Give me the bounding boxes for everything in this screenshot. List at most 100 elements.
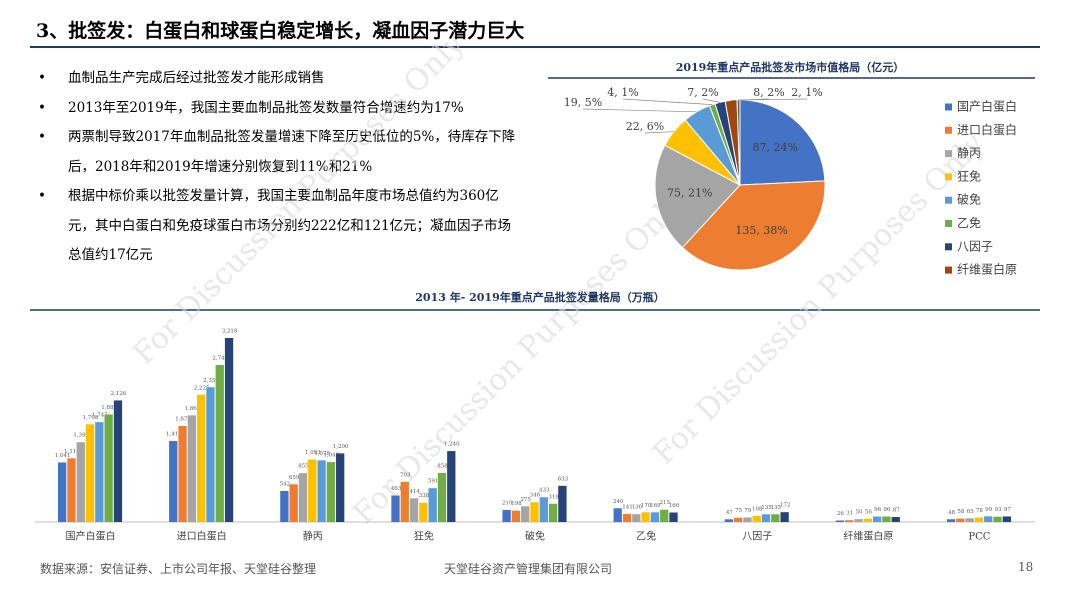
data-label: 1,114 [64,449,80,455]
data-label: 26 [837,511,844,517]
bar [863,518,872,522]
x-tick-label: 破免 [525,530,545,543]
x-tick-label: 进口白蛋白 [177,530,227,543]
leader-line [738,98,808,101]
bar [215,364,224,522]
x-tick-label: 八因子 [742,531,772,543]
data-label: 135 [761,505,772,511]
bar [780,512,789,522]
data-label: 1,048 [324,453,340,459]
bullet: 两票制导致2017年血制品批签发量增速下降至历史低位的5%，待库存下降后，201… [38,123,523,182]
leader-line [582,108,697,113]
bar [882,516,891,522]
legend-swatch [945,150,952,158]
data-label: 75 [735,508,742,514]
data-label: 633 [558,476,569,482]
pie-slice [681,180,826,271]
legend-label: 纤维蛋白原 [957,262,1017,277]
bar [984,516,993,522]
pie-slice [739,99,826,186]
data-label: 99 [985,507,992,513]
watermark: For Discussion Purposes Only [126,26,471,371]
bar [104,414,113,522]
bar [113,400,123,522]
bar [854,519,863,522]
x-tick-label: 纤维蛋白原 [843,530,893,543]
data-label: 198 [511,501,522,507]
data-label: 22, 6% [626,120,664,133]
data-label: 433 [539,488,550,494]
leader-line [644,131,674,134]
bar [326,462,336,522]
data-label: 108 [752,506,763,512]
bar [428,488,437,522]
data-label: 855 [298,464,309,470]
data-label: 96 [874,507,881,513]
data-label: 48 [948,510,955,516]
data-label: 1,093 [305,450,321,456]
bullet: 血制品生产完成后经过批签发才能形成销售 [38,64,523,94]
data-label: 210 [502,500,513,506]
legend-label: 乙免 [957,215,981,230]
legend-label: 破免 [957,192,981,207]
data-label: 3,218 [222,329,238,335]
bar [660,509,669,522]
legend-label: 静丙 [957,146,981,160]
bar [733,517,743,522]
legend-swatch [945,220,952,227]
bar [956,518,965,522]
data-label: 172 [780,503,791,509]
company: 天堂硅谷资产管理集团有限公司 [444,562,613,576]
data-label: 240 [613,499,624,505]
data-label: 338 [419,493,430,499]
data-label: 75, 21% [667,187,712,200]
data-label: 65 [967,509,974,515]
bar [771,514,780,522]
chart-title: 2013 年- 2019年重点产品批签发量格局（万瓶） [415,290,664,304]
data-label: 1,240 [444,442,460,448]
bullet: 2013年至2019年，我国主要血制品批签发数量符合增速约为17% [38,94,523,124]
data-label: 97 [1004,507,1011,513]
data-label: 463 [391,486,402,492]
data-label: 87, 24% [752,141,797,154]
x-tick-label: PCC [968,532,990,543]
bar [289,484,298,522]
data-label: 166 [669,503,680,509]
x-tick-label: 静丙 [303,530,323,543]
bar [891,517,900,522]
bar [502,509,511,522]
x-tick-label: 国产白蛋白 [66,530,116,543]
data-label: 2, 1% [791,86,822,99]
data-label: 591 [428,479,439,485]
data-label: 31 [846,511,853,517]
bar [317,460,326,522]
page-number: 18 [1018,560,1034,574]
data-label: 1,881 [101,405,117,411]
data-label: 79 [744,508,751,514]
data-label: 135, 38% [735,224,787,237]
legend-swatch [945,103,952,111]
data-label: 1,865 [184,406,200,412]
legend-swatch [945,196,952,204]
x-tick-label: 狂免 [414,530,434,543]
bar [298,473,308,522]
data-label: 170 [641,503,652,509]
data-label: 1,708 [83,415,99,421]
legend-label: 狂免 [957,168,981,183]
bar [761,514,771,522]
bar [391,495,400,522]
bar [613,508,622,522]
bar [669,512,678,522]
bar [58,462,67,522]
bar [752,515,761,522]
x-tick-label: 乙免 [636,530,656,543]
leader-line [702,98,721,103]
data-label: 50 [856,510,863,516]
bar [558,485,567,522]
data-label: 1,416 [166,432,182,438]
bar [530,502,539,522]
data-label: 1,747 [92,413,108,419]
bar [1002,516,1011,522]
bar [946,519,956,522]
